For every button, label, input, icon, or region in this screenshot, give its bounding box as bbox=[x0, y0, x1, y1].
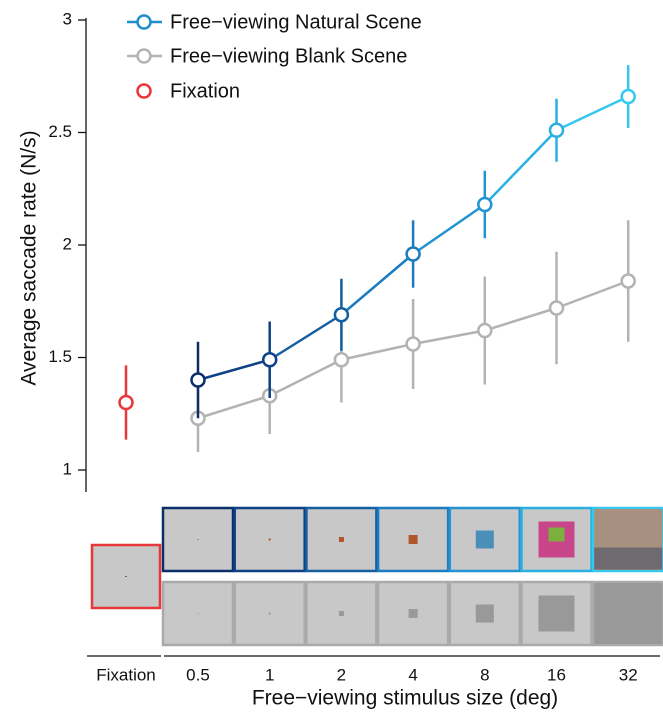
legend-label: Fixation bbox=[170, 80, 240, 102]
legend-label: Free−viewing Blank Scene bbox=[170, 45, 407, 67]
data-point bbox=[118, 394, 134, 411]
x-tick-label: 32 bbox=[619, 665, 638, 684]
line-segment bbox=[197, 394, 271, 420]
legend-marker bbox=[136, 83, 152, 99]
natural-image bbox=[548, 527, 565, 542]
y-tick-label: 1 bbox=[63, 459, 72, 478]
line-segment bbox=[555, 95, 629, 132]
y-tick-label: 1.5 bbox=[48, 347, 72, 366]
data-point bbox=[190, 372, 206, 388]
blank-square bbox=[475, 604, 494, 623]
line-segment bbox=[341, 342, 414, 361]
blank-square bbox=[408, 609, 418, 618]
natural-image bbox=[338, 537, 344, 542]
data-point bbox=[548, 300, 565, 316]
line-segment bbox=[412, 329, 486, 346]
y-tick-label: 2.5 bbox=[48, 122, 72, 141]
line-segment bbox=[556, 279, 629, 310]
natural-image bbox=[197, 539, 199, 540]
line-segment bbox=[269, 358, 342, 397]
natural-image bbox=[408, 535, 418, 544]
y-tick-label: 2 bbox=[63, 234, 72, 253]
legend-marker bbox=[136, 14, 152, 30]
natural-image bbox=[475, 530, 494, 549]
data-point bbox=[333, 352, 350, 368]
blank-square bbox=[197, 613, 199, 614]
x-axis-label: Free−viewing stimulus size (deg) bbox=[252, 687, 558, 710]
data-point bbox=[477, 196, 493, 213]
natural-image bbox=[268, 538, 271, 541]
data-point bbox=[548, 122, 565, 138]
fixation-dot bbox=[125, 576, 127, 577]
x-tick-label: Fixation bbox=[96, 665, 156, 684]
line-segment bbox=[197, 358, 271, 382]
data-point bbox=[477, 322, 493, 339]
x-tick-label: 16 bbox=[547, 665, 566, 684]
stimulus-thumbnails bbox=[90, 506, 663, 647]
data-point bbox=[405, 246, 421, 262]
data-point bbox=[333, 307, 350, 323]
x-tick-label: 0.5 bbox=[186, 665, 210, 684]
x-tick-label: 2 bbox=[337, 665, 346, 684]
line-segment bbox=[412, 203, 486, 256]
line-segment bbox=[340, 253, 414, 316]
data-point bbox=[261, 352, 278, 368]
blank-square bbox=[338, 611, 344, 616]
line-segment bbox=[269, 313, 343, 361]
line-segment bbox=[483, 129, 558, 206]
x-tick-label: 8 bbox=[480, 665, 489, 684]
line-segment bbox=[484, 306, 557, 332]
legend-label: Free−viewing Natural Scene bbox=[170, 11, 422, 33]
blank-square bbox=[268, 612, 271, 615]
fixation-thumb bbox=[90, 543, 162, 610]
natural-image bbox=[594, 547, 663, 570]
x-tick-label: 4 bbox=[408, 665, 417, 684]
blank-square bbox=[594, 583, 663, 644]
data-point bbox=[620, 273, 636, 289]
legend-marker bbox=[136, 48, 152, 64]
x-tick-label: 1 bbox=[265, 665, 274, 684]
y-axis-label: Average saccade rate (N/s) bbox=[18, 130, 41, 385]
y-tick-label: 3 bbox=[63, 9, 72, 28]
data-point bbox=[405, 336, 421, 352]
data-point bbox=[620, 88, 636, 105]
blank-square bbox=[538, 595, 575, 632]
